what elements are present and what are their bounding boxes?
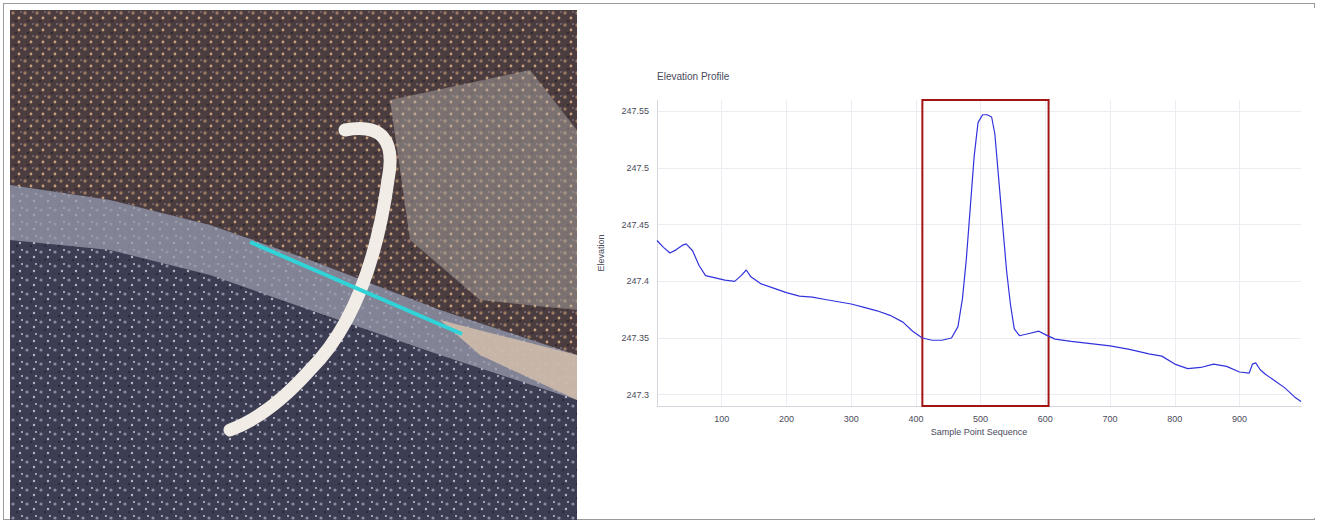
svg-text:500: 500 [973,414,988,424]
svg-text:400: 400 [908,414,923,424]
svg-text:247.45: 247.45 [621,220,649,230]
svg-text:247.5: 247.5 [626,163,649,173]
svg-text:247.4: 247.4 [626,276,649,286]
svg-text:300: 300 [844,414,859,424]
svg-text:900: 900 [1232,414,1247,424]
svg-text:Sample Point Sequence: Sample Point Sequence [931,427,1028,437]
svg-text:Elevation Profile: Elevation Profile [657,71,730,82]
svg-text:800: 800 [1167,414,1182,424]
svg-text:200: 200 [779,414,794,424]
svg-text:600: 600 [1038,414,1053,424]
svg-text:247.35: 247.35 [621,333,649,343]
svg-text:700: 700 [1103,414,1118,424]
svg-text:Elevation: Elevation [596,234,606,271]
svg-text:247.55: 247.55 [621,106,649,116]
svg-text:100: 100 [714,414,729,424]
svg-text:247.3: 247.3 [626,390,649,400]
